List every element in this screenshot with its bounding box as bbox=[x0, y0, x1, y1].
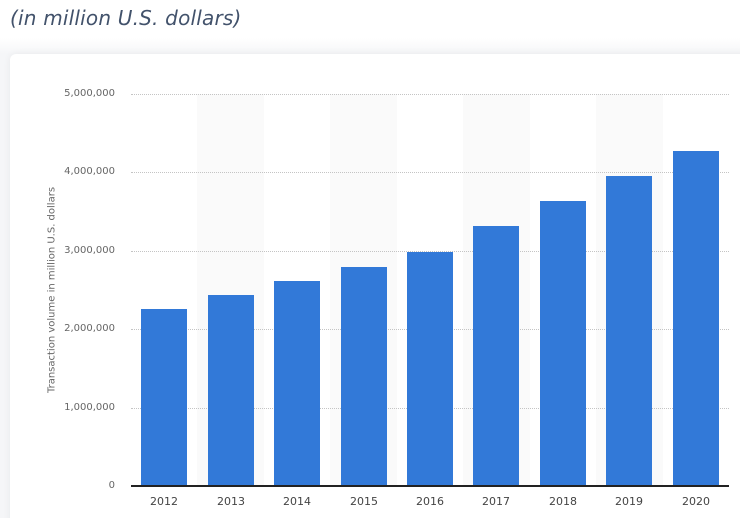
x-tick-label: 2015 bbox=[350, 495, 378, 508]
x-tick-label: 2019 bbox=[615, 495, 643, 508]
x-tick-label: 2016 bbox=[416, 495, 444, 508]
gridline bbox=[131, 251, 729, 252]
gridline bbox=[131, 94, 729, 95]
bar-2013[interactable] bbox=[208, 295, 254, 486]
bar-2019[interactable] bbox=[606, 176, 652, 486]
bar-2014[interactable] bbox=[274, 281, 320, 486]
x-tick-label: 2018 bbox=[549, 495, 577, 508]
y-axis-label: Transaction volume in million U.S. dolla… bbox=[46, 186, 58, 394]
y-tick-label: 5,000,000 bbox=[64, 88, 115, 99]
x-tick-label: 2017 bbox=[482, 495, 510, 508]
y-tick-label: 0 bbox=[108, 480, 115, 491]
chart-subtitle: (in million U.S. dollars) bbox=[10, 6, 242, 30]
x-tick-label: 2012 bbox=[150, 495, 178, 508]
bar-2018[interactable] bbox=[540, 201, 586, 486]
x-tick-label: 2014 bbox=[283, 495, 311, 508]
gridline bbox=[131, 172, 729, 173]
y-tick-label: 2,000,000 bbox=[64, 323, 115, 334]
x-tick-label: 2020 bbox=[682, 495, 710, 508]
y-tick-label: 1,000,000 bbox=[64, 402, 115, 413]
y-tick-label: 3,000,000 bbox=[64, 245, 115, 256]
x-tick-label: 2013 bbox=[217, 495, 245, 508]
bar-2015[interactable] bbox=[341, 267, 387, 486]
bar-2012[interactable] bbox=[141, 309, 187, 486]
bar-2017[interactable] bbox=[473, 226, 519, 486]
y-tick-label: 4,000,000 bbox=[64, 166, 115, 177]
bar-2016[interactable] bbox=[407, 252, 453, 486]
bar-2020[interactable] bbox=[673, 151, 719, 486]
x-axis-baseline bbox=[131, 485, 729, 487]
